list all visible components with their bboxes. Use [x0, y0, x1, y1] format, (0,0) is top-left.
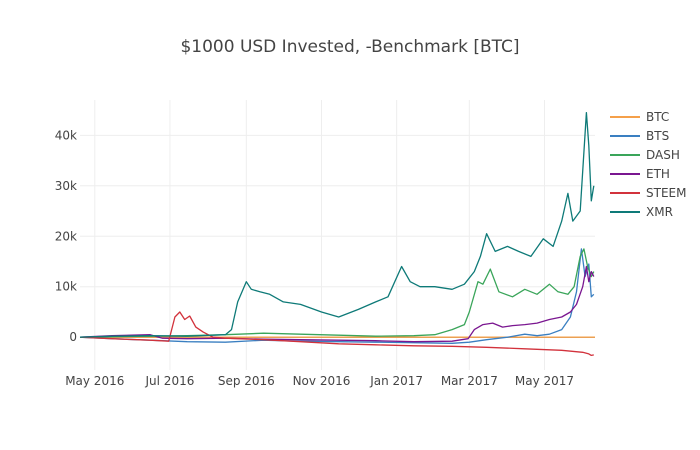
chart-title: $1000 USD Invested, -Benchmark [BTC] [180, 37, 519, 57]
x-tick-label: May 2016 [65, 374, 124, 388]
y-tick-label: 10k [55, 280, 77, 294]
legend-label: XMR [646, 205, 673, 219]
grid-lines [80, 100, 595, 370]
legend-item-eth[interactable]: ETH [610, 167, 670, 181]
legend[interactable]: BTC BTS DASH ETH STEEM XMR [610, 110, 686, 219]
legend-label: BTS [646, 129, 669, 143]
series-line-bts [79, 248, 595, 344]
x-tick-label: May 2017 [515, 374, 574, 388]
x-tick-label: Jan 2017 [369, 374, 423, 388]
legend-item-steem[interactable]: STEEM [610, 186, 686, 200]
axis-labels: May 2016 Jul 2016 Sep 2016 Nov 2016 Jan 2017… [55, 128, 574, 388]
y-tick-label: 20k [55, 229, 77, 243]
legend-item-btc[interactable]: BTC [610, 110, 669, 124]
y-tick-label: 40k [55, 128, 77, 142]
legend-label: ETH [646, 167, 670, 181]
x-tick-label: Jul 2016 [145, 374, 195, 388]
x-tick-label: Nov 2016 [293, 374, 351, 388]
series-line-xmr [79, 111, 595, 338]
plot-area [79, 111, 595, 357]
x-tick-label: Sep 2016 [218, 374, 275, 388]
series-line-eth [79, 265, 595, 343]
legend-item-bts[interactable]: BTS [610, 129, 669, 143]
series-line-steem [79, 311, 594, 357]
legend-label: BTC [646, 110, 669, 124]
legend-label: STEEM [646, 186, 686, 200]
x-tick-label: Mar 2017 [441, 374, 498, 388]
y-tick-label: 0 [69, 330, 77, 344]
legend-item-dash[interactable]: DASH [610, 148, 680, 162]
y-tick-label: 30k [55, 179, 77, 193]
legend-label: DASH [646, 148, 680, 162]
series-line-dash [79, 248, 595, 338]
legend-item-xmr[interactable]: XMR [610, 205, 673, 219]
